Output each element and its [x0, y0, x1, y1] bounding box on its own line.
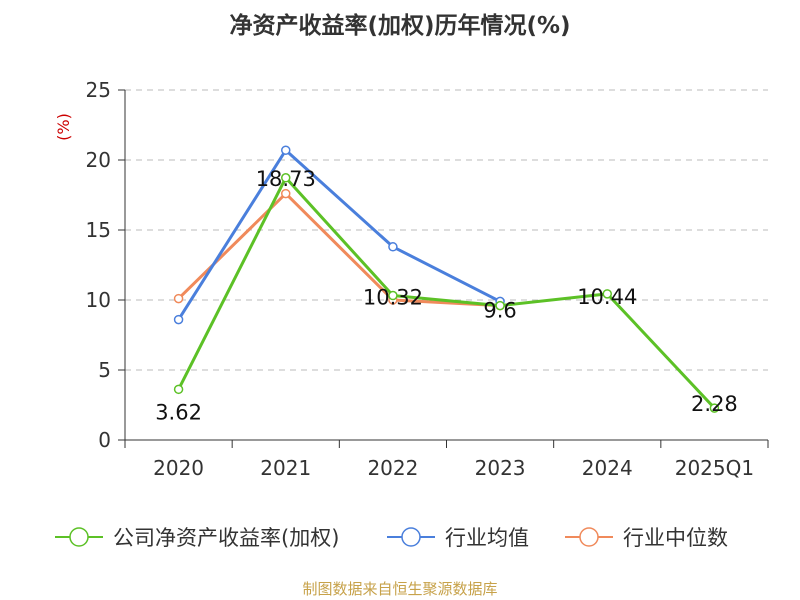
y-axis-label: (%) [54, 113, 73, 141]
data-point [173, 314, 184, 325]
series-line [177, 192, 501, 308]
data-point [709, 403, 720, 413]
data-label: 2.28 [691, 392, 738, 416]
data-point [388, 290, 398, 301]
data-label: 9.6 [483, 299, 516, 323]
legend-marker [401, 527, 421, 547]
x-tick-label: 2024 [582, 456, 633, 480]
y-tick-label: 25 [86, 78, 111, 102]
data-point [388, 242, 398, 252]
y-tick-label: 20 [86, 148, 111, 172]
y-tick-label: 10 [86, 288, 111, 312]
data-label: 3.62 [155, 400, 202, 424]
data-label: 10.32 [363, 286, 423, 310]
chart-title: 净资产收益率(加权)历年情况(%) [229, 13, 571, 39]
x-tick-label: 2021 [260, 456, 311, 480]
series-line [177, 176, 716, 410]
x-tick-label: 2025Q1 [675, 456, 754, 480]
data-point [173, 293, 184, 304]
x-tick-label: 2023 [475, 456, 526, 480]
data-source-note: 制图数据来自恒生聚源数据库 [302, 580, 498, 598]
series-line [177, 148, 501, 321]
x-tick-label: 2020 [153, 456, 204, 480]
x-tick-label: 2022 [367, 456, 418, 480]
data-point [602, 289, 612, 299]
data-label: 18.73 [256, 167, 316, 191]
y-tick-label: 0 [98, 428, 111, 452]
data-point [281, 188, 291, 199]
legend-label: 公司净资产收益率(加权) [113, 526, 339, 550]
data-point [281, 145, 291, 155]
data-label: 10.44 [577, 285, 637, 309]
data-point [173, 384, 184, 395]
legend-label: 行业中位数 [623, 526, 728, 550]
y-tick-label: 5 [98, 358, 111, 382]
legend-marker [69, 527, 89, 547]
legend-label: 行业均值 [445, 526, 529, 550]
data-point [281, 173, 291, 183]
y-tick-label: 15 [86, 218, 111, 242]
data-point [495, 300, 505, 311]
legend-marker [579, 527, 599, 547]
